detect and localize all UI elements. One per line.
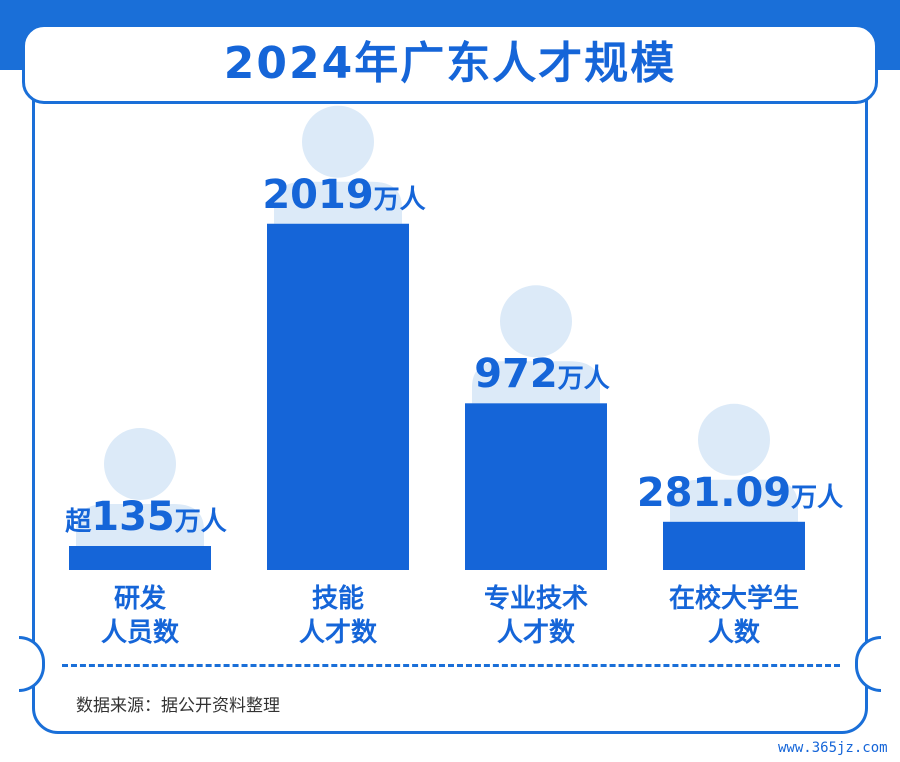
avatar-icon [670,403,798,522]
category-label: 技能 人才数 [253,582,423,650]
value-label: 超135万人 [65,494,227,540]
category-label-line: 研发 [113,584,166,614]
category-label: 研发 人员数 [55,582,225,650]
data-source: 数据来源：据公开资料整理 [76,696,280,716]
chart-card [32,38,868,734]
dashed-divider [62,664,840,667]
bar [267,223,409,570]
value-prefix: 超 [65,507,92,537]
value-label: 972万人 [474,351,610,397]
watermark: www.365jz.com [778,740,888,756]
value-label: 281.09万人 [637,470,843,516]
bar [69,546,211,570]
avatar-icon [274,105,402,224]
avatar-icon [76,428,204,546]
bar [465,403,607,570]
avatar-icon [472,285,600,404]
category-label-line: 专业技术 [483,584,588,614]
value-label: 2019万人 [262,172,425,218]
title-box [22,24,878,104]
category-label-line: 在校大学生 [668,584,799,614]
value-unit: 万人 [174,507,227,537]
category-label-line: 人员数 [100,618,179,648]
value-unit: 万人 [373,184,426,215]
value-unit: 万人 [557,364,610,395]
value-number: 281.09 [636,469,792,516]
category-label-line: 人数 [707,618,760,648]
value-number: 135 [91,494,175,540]
chart-title: 2024年广东人才规模 [223,38,677,89]
category-label-line: 人才数 [298,618,377,648]
category-label-line: 人才数 [496,618,575,648]
value-number: 972 [474,351,558,398]
value-number: 2019 [262,171,374,218]
category-label-line: 技能 [311,584,364,614]
category-label: 在校大学生 人数 [649,582,819,650]
value-unit: 万人 [791,482,844,513]
bar [663,521,805,570]
category-label: 专业技术 人才数 [451,582,621,650]
